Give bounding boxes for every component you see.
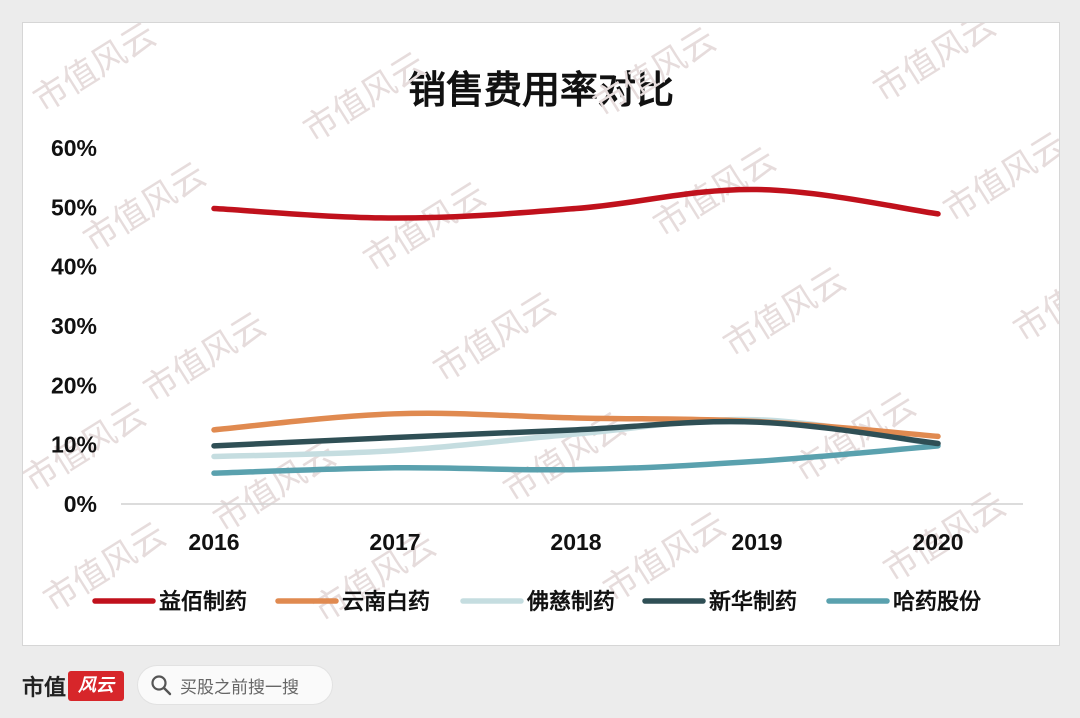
watermark-text: 市值风云 <box>77 155 214 261</box>
series-line-新华制药 <box>211 418 941 449</box>
watermark-text: 市值风云 <box>867 23 1004 111</box>
x-tick-label: 2020 <box>912 529 963 555</box>
search-box[interactable]: 买股之前搜一搜 <box>138 666 332 704</box>
legend-label: 云南白药 <box>342 589 430 615</box>
x-tick-label: 2018 <box>550 529 601 555</box>
x-tick-label: 2017 <box>369 529 420 555</box>
watermark-text: 市值风云 <box>297 45 434 151</box>
y-tick-label: 50% <box>51 194 97 220</box>
series-line-哈药股份 <box>211 443 941 476</box>
y-tick-label: 40% <box>51 254 97 280</box>
legend-label: 哈药股份 <box>893 589 982 615</box>
search-icon <box>150 674 172 696</box>
watermark-text: 市值风云 <box>937 125 1059 231</box>
brand-logo: 市值 风云 <box>22 668 125 704</box>
chart-card: 销售费用率对比 市值风云 市值风云 市值风云 市值风云 市值风云 市值风云 市值风云 市值风云… <box>22 22 1060 646</box>
watermark-text: 市值风云 <box>137 305 274 411</box>
legend-label: 益佰制药 <box>159 589 247 615</box>
search-placeholder: 买股之前搜一搜 <box>180 677 299 698</box>
footer: 市值 风云 买股之前搜一搜 <box>0 656 1080 718</box>
x-tick-label: 2019 <box>731 529 782 555</box>
legend-label: 佛慈制药 <box>526 589 615 615</box>
watermark-text: 市值风云 <box>717 260 854 366</box>
y-tick-label: 0% <box>64 491 97 517</box>
brand-mark: 风云 <box>68 671 125 701</box>
x-tick-label: 2016 <box>188 529 239 555</box>
y-tick-label: 30% <box>51 313 97 339</box>
y-tick-label: 60% <box>51 135 97 161</box>
watermark-text: 市值风云 <box>27 23 164 121</box>
brand-name: 市值 <box>22 676 67 701</box>
watermark-text: 市值风云 <box>1007 245 1059 351</box>
legend: 益佰制药 云南白药 佛慈制药 新华制药 哈药股份 <box>92 589 982 615</box>
y-tick-label: 20% <box>51 372 97 398</box>
legend-label: 新华制药 <box>709 589 797 615</box>
chart-axes: 0% 10% 20% 30% 40% 50% 60% 2016 2017 2018 2019 2020 <box>51 135 1023 555</box>
y-tick-label: 10% <box>51 432 97 458</box>
series-line-益佰制药 <box>211 186 941 221</box>
watermark-text: 市值风云 <box>357 175 494 281</box>
watermark-text: 市值风云 <box>427 285 564 391</box>
series-lines <box>211 186 941 476</box>
watermark-text: 市值风云 <box>587 23 724 126</box>
chart-title: 销售费用率对比 <box>407 68 674 112</box>
watermark-text: 市值风云 <box>37 515 174 621</box>
watermark-text: 市值风云 <box>207 435 344 541</box>
